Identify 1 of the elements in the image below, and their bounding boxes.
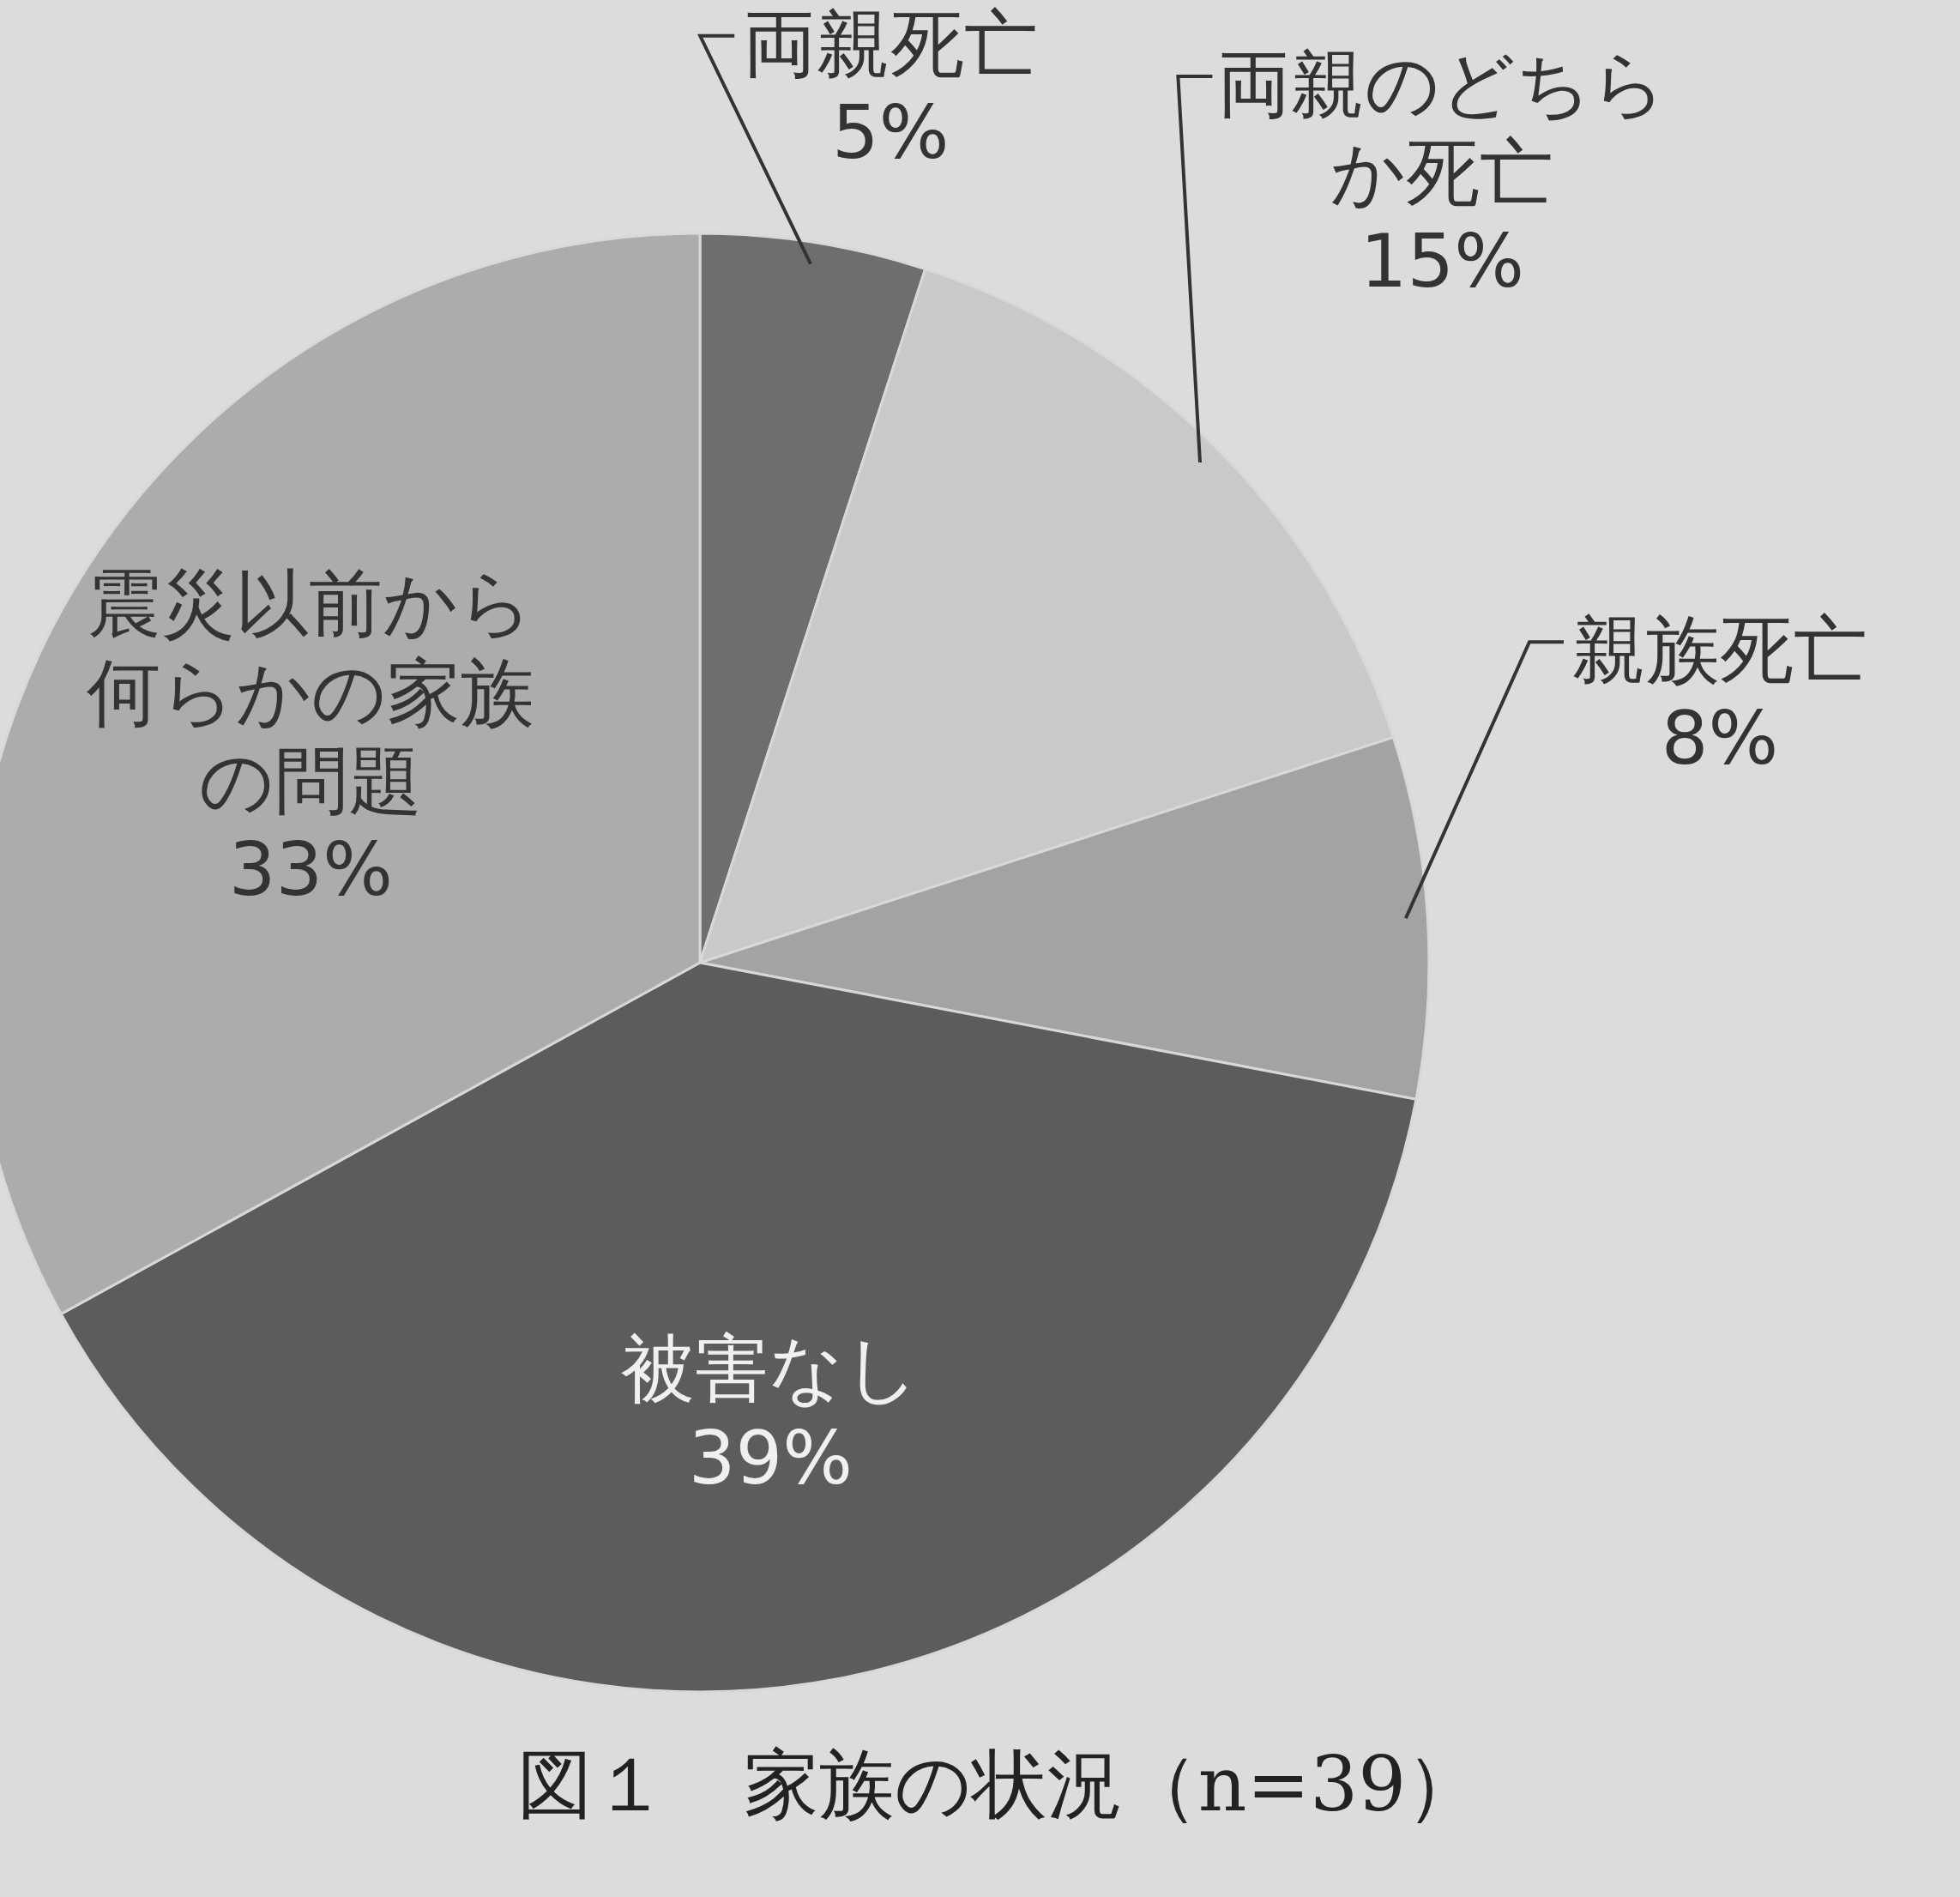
title: 図１ 家族の状況（n=39） [516, 1740, 1482, 1828]
